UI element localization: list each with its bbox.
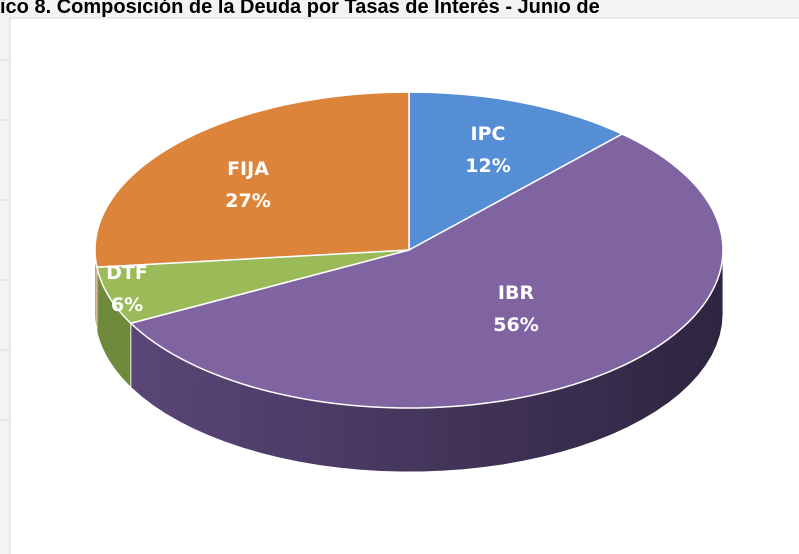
- slice-label: IPC: [471, 123, 506, 145]
- slice-label: DTF: [106, 262, 148, 284]
- slice: [95, 249, 410, 325]
- slice-value-label: 56%: [493, 314, 538, 336]
- slice-label: FIJA: [227, 158, 269, 180]
- slice-value-label: 6%: [111, 294, 143, 316]
- slice: [408, 91, 624, 252]
- slice-value-label: 12%: [465, 155, 510, 177]
- slice-label: IBR: [498, 282, 535, 304]
- sheet-gridlines: [0, 59, 10, 421]
- slice: [94, 91, 410, 268]
- slice: [129, 133, 724, 409]
- slice-value-label: 27%: [225, 190, 270, 212]
- chart-title: ico 8. Composición de la Deuda por Tasas…: [0, 0, 600, 18]
- pie: IPC 12% IBR 56% DTF 6% FIJA 27%: [94, 91, 724, 473]
